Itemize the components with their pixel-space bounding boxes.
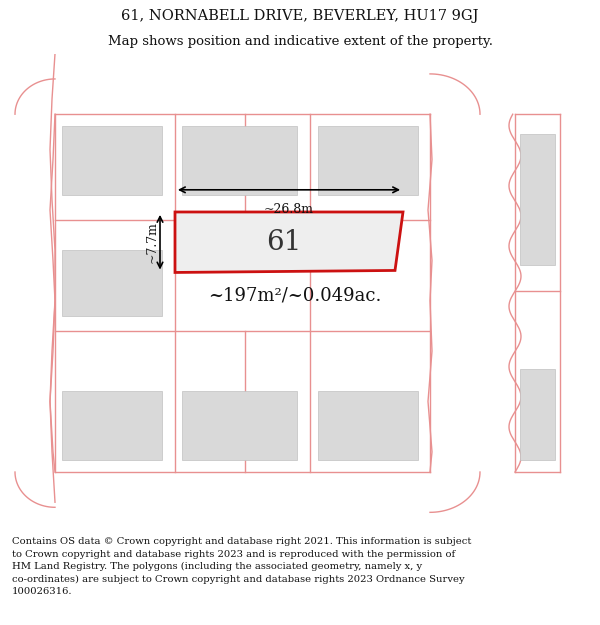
Bar <box>430 54 515 532</box>
Text: ~197m²/~0.049ac.: ~197m²/~0.049ac. <box>208 287 382 304</box>
Bar <box>318 391 418 460</box>
Polygon shape <box>175 212 403 272</box>
Bar <box>182 126 297 195</box>
Text: ~26.8m: ~26.8m <box>264 203 314 216</box>
Bar <box>62 391 162 460</box>
Text: Map shows position and indicative extent of the property.: Map shows position and indicative extent… <box>107 36 493 48</box>
Text: 61, NORNABELL DRIVE, BEVERLEY, HU17 9GJ: 61, NORNABELL DRIVE, BEVERLEY, HU17 9GJ <box>121 9 479 23</box>
Text: 61: 61 <box>266 229 302 256</box>
Bar <box>318 126 418 195</box>
Bar <box>62 126 162 195</box>
Text: Contains OS data © Crown copyright and database right 2021. This information is : Contains OS data © Crown copyright and d… <box>12 537 472 596</box>
Bar <box>520 369 555 460</box>
Bar <box>62 250 162 316</box>
Bar <box>182 391 297 460</box>
Text: ~7.7m: ~7.7m <box>146 221 158 263</box>
Bar <box>520 134 555 266</box>
